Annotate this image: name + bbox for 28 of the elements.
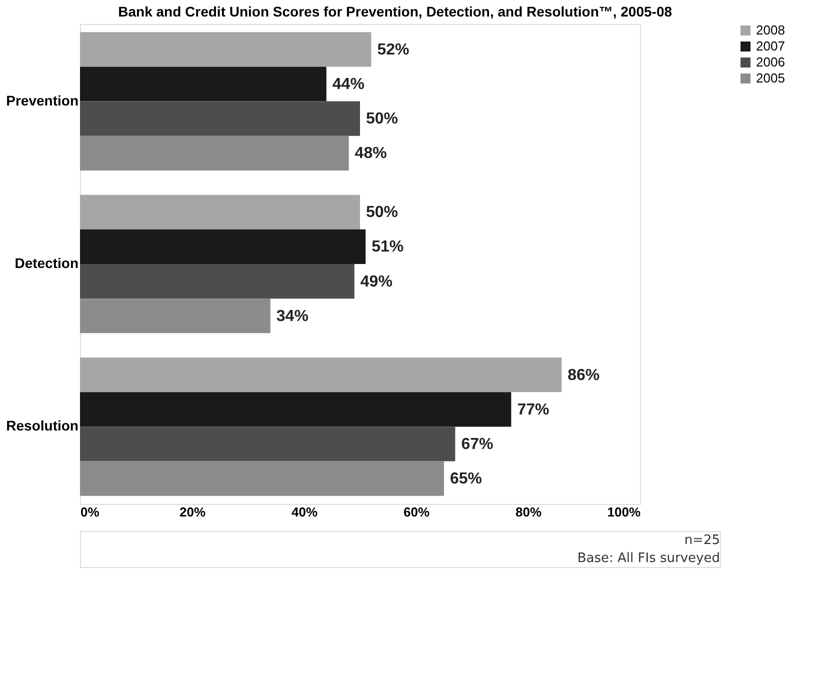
x-tick-label: 0% — [80, 504, 100, 520]
y-tick-label: Prevention — [6, 92, 78, 108]
x-tick-label: 80% — [515, 504, 542, 520]
legend-label: 2008 — [756, 22, 785, 38]
text: Base: All FIs surveyed — [577, 551, 720, 566]
x-tick-label: 60% — [403, 504, 430, 520]
x-tick-label: 40% — [291, 504, 318, 520]
legend-label: 2006 — [756, 54, 785, 70]
x-tick-label: 100% — [607, 504, 641, 520]
data-label: 67% — [461, 436, 494, 453]
x-tick-label: 20% — [179, 504, 206, 520]
data-label: 65% — [450, 470, 482, 488]
data-label: 44% — [332, 76, 364, 93]
text: n=25 — [684, 533, 720, 548]
data-label: 48% — [354, 145, 387, 162]
data-label: 51% — [372, 238, 404, 256]
data-label: 50% — [366, 204, 398, 222]
data-label: 77% — [517, 401, 550, 418]
data-label: 86% — [568, 366, 600, 384]
y-tick-label: Detection — [14, 255, 78, 271]
data-label: 34% — [276, 308, 308, 325]
data-label: 49% — [360, 273, 392, 290]
y-tick-label: Resolution — [6, 418, 78, 434]
data-label: 52% — [377, 41, 410, 58]
data-label: 50% — [366, 110, 398, 128]
legend-label: 2007 — [756, 38, 785, 54]
chart-title: Bank and Credit Union Scores for Prevention, Detection, and Resolution™, 2005-08 — [118, 4, 672, 20]
legend-label: 2005 — [756, 70, 785, 86]
